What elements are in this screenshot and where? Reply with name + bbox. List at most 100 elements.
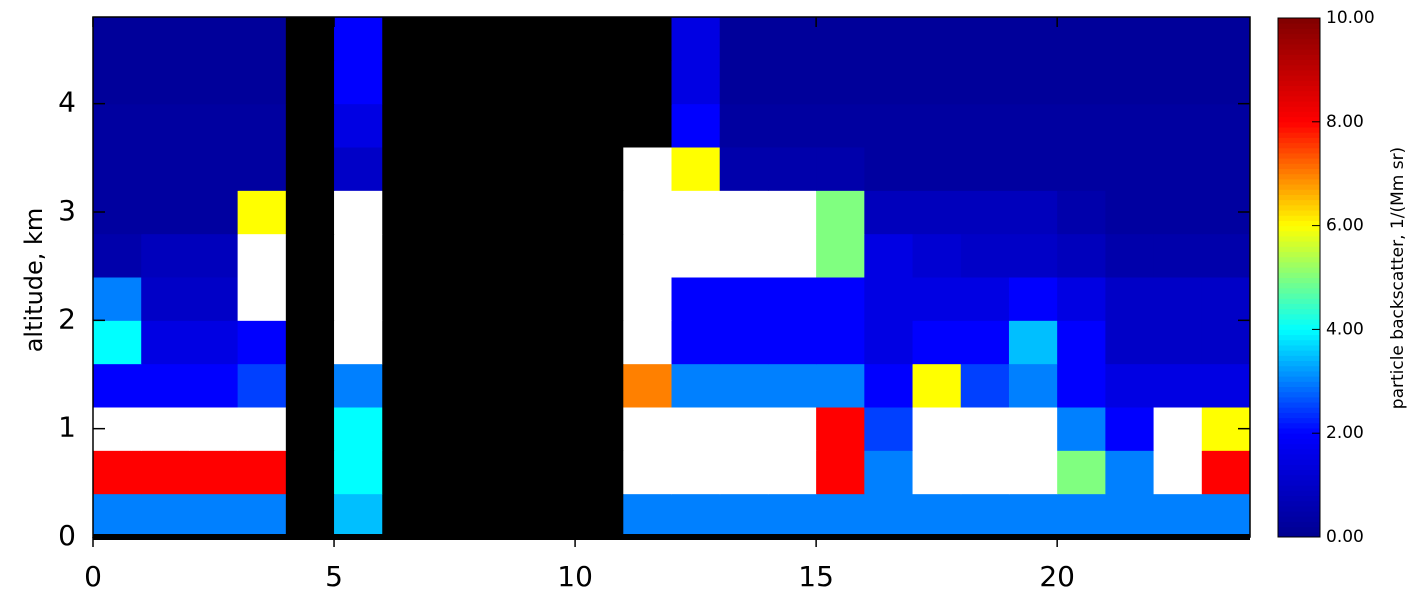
y-tick-label: 0 [58, 519, 76, 552]
heatmap-cell [671, 17, 721, 61]
heatmap-cell [767, 407, 817, 451]
colorbar-step [1278, 158, 1320, 164]
colorbar-step [1278, 485, 1320, 491]
heatmap-cell [237, 190, 287, 235]
heatmap-cell [382, 450, 431, 495]
colorbar-step [1278, 85, 1320, 92]
heatmap-cell [719, 190, 769, 235]
colorbar-step [1278, 521, 1320, 528]
colorbar-step [1278, 235, 1320, 242]
heatmap-cell [1008, 363, 1058, 408]
heatmap-cell [767, 450, 817, 495]
colorbar-step [1278, 163, 1320, 170]
colorbar-step [1278, 272, 1320, 278]
heatmap-cell [334, 17, 383, 61]
colorbar-step [1278, 438, 1320, 445]
colorbar-step [1278, 500, 1320, 507]
heatmap-cell [864, 17, 914, 61]
heatmap-cell [285, 277, 335, 321]
heatmap-cell [1057, 60, 1106, 105]
colorbar-step [1278, 106, 1320, 112]
heatmap-cell [1105, 147, 1155, 191]
heatmap-cell [912, 190, 962, 235]
heatmap-cell [1057, 233, 1106, 278]
colorbar-step [1278, 391, 1320, 398]
heatmap-cell [430, 320, 480, 365]
heatmap-cell [767, 147, 817, 191]
colorbar-step [1278, 28, 1320, 35]
heatmap-cell [1201, 363, 1251, 408]
heatmap-cell [864, 407, 914, 451]
heatmap-cell [912, 493, 962, 538]
colorbar-step [1278, 23, 1320, 29]
colorbar-step [1278, 220, 1320, 227]
heatmap-cell [93, 60, 142, 105]
colorbar-step [1278, 329, 1320, 336]
heatmap-cell [1153, 450, 1203, 495]
colorbar-step [1278, 18, 1320, 24]
heatmap-cell [575, 60, 624, 105]
heatmap-cell [526, 493, 576, 538]
heatmap-cell [93, 277, 142, 321]
colorbar-step [1278, 43, 1320, 50]
heatmap-cell [93, 147, 142, 191]
heatmap-cell [912, 320, 962, 365]
colorbar-step [1278, 313, 1320, 320]
colorbar-step [1278, 256, 1320, 263]
heatmap-cell [237, 320, 287, 365]
heatmap-cell [719, 320, 769, 365]
colorbar-step [1278, 339, 1320, 346]
heatmap-cell [767, 277, 817, 321]
colorbar-step [1278, 38, 1320, 45]
heatmap-cell [719, 450, 769, 495]
heatmap-cell [671, 60, 721, 105]
heatmap-cell [334, 450, 383, 495]
heatmap-cell [1153, 190, 1203, 235]
heatmap-cell [526, 320, 576, 365]
heatmap-cell [912, 17, 962, 61]
heatmap-cell [478, 320, 528, 365]
colorbar-step [1278, 261, 1320, 268]
colorbar-step [1278, 168, 1320, 175]
heatmap-cell [960, 320, 1010, 365]
heatmap-cell [864, 233, 914, 278]
heatmap-cell [816, 363, 865, 408]
colorbar-step [1278, 49, 1320, 55]
heatmap-cell [430, 277, 480, 321]
heatmap-cell [1057, 320, 1106, 365]
heatmap-cell [189, 233, 239, 278]
heatmap-cell [189, 103, 239, 148]
heatmap-cell [93, 363, 142, 408]
heatmap-cell [93, 233, 142, 278]
heatmap-cell [1105, 233, 1155, 278]
heatmap-cell [141, 277, 190, 321]
colorbar-step [1278, 69, 1320, 76]
heatmap-cell [141, 60, 190, 105]
heatmap-cell [526, 103, 576, 148]
colorbar-step [1278, 267, 1320, 273]
heatmap-cell [189, 190, 239, 235]
heatmap-cell [526, 407, 576, 451]
heatmap-cell [141, 233, 190, 278]
colorbar-tick-label: 0.00 [1326, 527, 1364, 547]
heatmap-cell [767, 493, 817, 538]
colorbar-step [1278, 173, 1320, 180]
heatmap-cell [623, 233, 672, 278]
heatmap-cell [1105, 103, 1155, 148]
x-tick-label: 20 [1039, 560, 1075, 593]
x-tick-label: 15 [798, 560, 834, 593]
heatmap-cell [1105, 277, 1155, 321]
colorbar-step [1278, 80, 1320, 86]
heatmap-cell [237, 103, 287, 148]
heatmap-cell [334, 147, 383, 191]
heatmap-cell [623, 277, 672, 321]
colorbar-step [1278, 422, 1320, 429]
heatmap-cell [623, 17, 672, 61]
heatmap-cell [1201, 103, 1251, 148]
heatmap-cell [1057, 147, 1106, 191]
colorbar-step [1278, 287, 1320, 294]
heatmap-cell [575, 407, 624, 451]
colorbar-step [1278, 251, 1320, 258]
heatmap-cell [1153, 277, 1203, 321]
heatmap-cell [141, 407, 190, 451]
